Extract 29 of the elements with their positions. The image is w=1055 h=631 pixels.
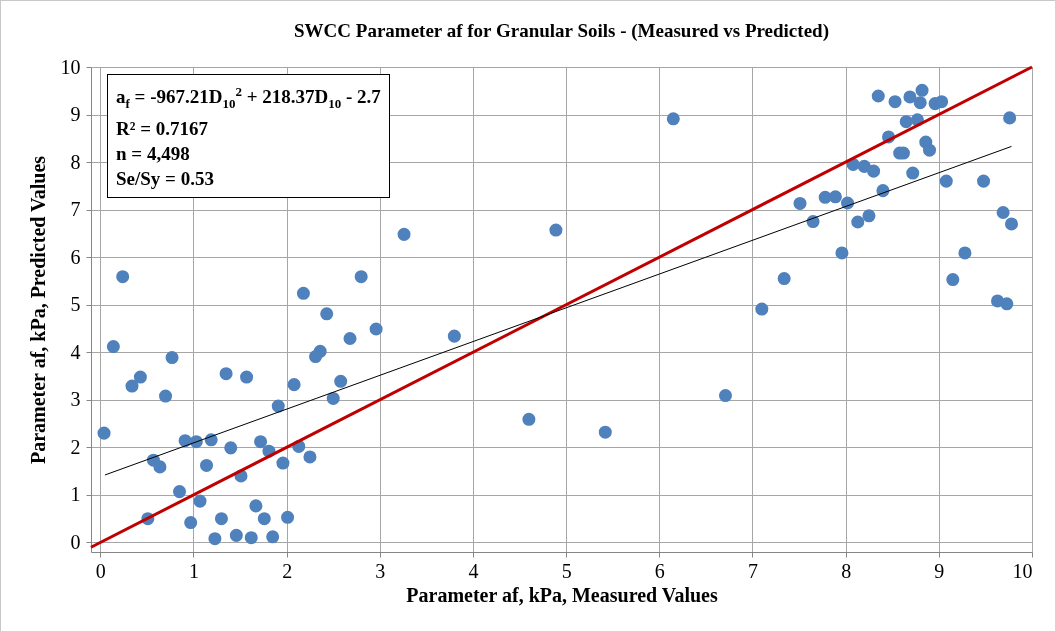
y-axis-title: Parameter af, kPa, Predicted Values <box>26 155 49 465</box>
y-tick-label: 2 <box>70 435 81 458</box>
x-tick-label: 4 <box>468 559 479 582</box>
y-tick-label: 7 <box>70 198 81 221</box>
annotation: n = 4,498 <box>116 142 191 167</box>
annotation: a$_{f}$ = -967.21D$_{10}$$^{2}$ + 218.37D$_{10}$ - 2.7 <box>116 83 381 114</box>
annotation: R² = 0.7167 <box>116 117 209 142</box>
chart-title: SWCC Parameter af for Granular Soils - (Measured vs Predicted) <box>294 20 829 42</box>
y-tick-label: 8 <box>70 150 81 173</box>
y-tick-label: 9 <box>70 103 81 126</box>
x-tick-label: 7 <box>748 559 758 582</box>
y-tick-label: 6 <box>70 245 81 268</box>
annotation: Se/Sy = 0.53 <box>116 167 215 192</box>
y-tick-label: 1 <box>70 483 81 506</box>
x-tick-label: 0 <box>95 559 106 582</box>
x-tick-label: 8 <box>841 559 852 582</box>
y-tick-label: 10 <box>60 55 81 78</box>
y-tick-label: 3 <box>70 388 81 411</box>
x-tick-label: 9 <box>934 559 945 582</box>
x-tick-label: 10 <box>1012 559 1033 582</box>
y-tick-label: 4 <box>70 340 81 363</box>
x-tick-label: 2 <box>282 559 293 582</box>
x-tick-label: 5 <box>561 559 572 582</box>
x-tick-label: 1 <box>188 559 199 582</box>
x-tick-label: 6 <box>654 559 665 582</box>
y-tick-label: 5 <box>70 293 81 316</box>
x-axis-title: Parameter af, kPa, Measured Values <box>406 583 718 606</box>
y-tick-label: 0 <box>70 530 81 553</box>
x-tick-label: 3 <box>375 559 386 582</box>
